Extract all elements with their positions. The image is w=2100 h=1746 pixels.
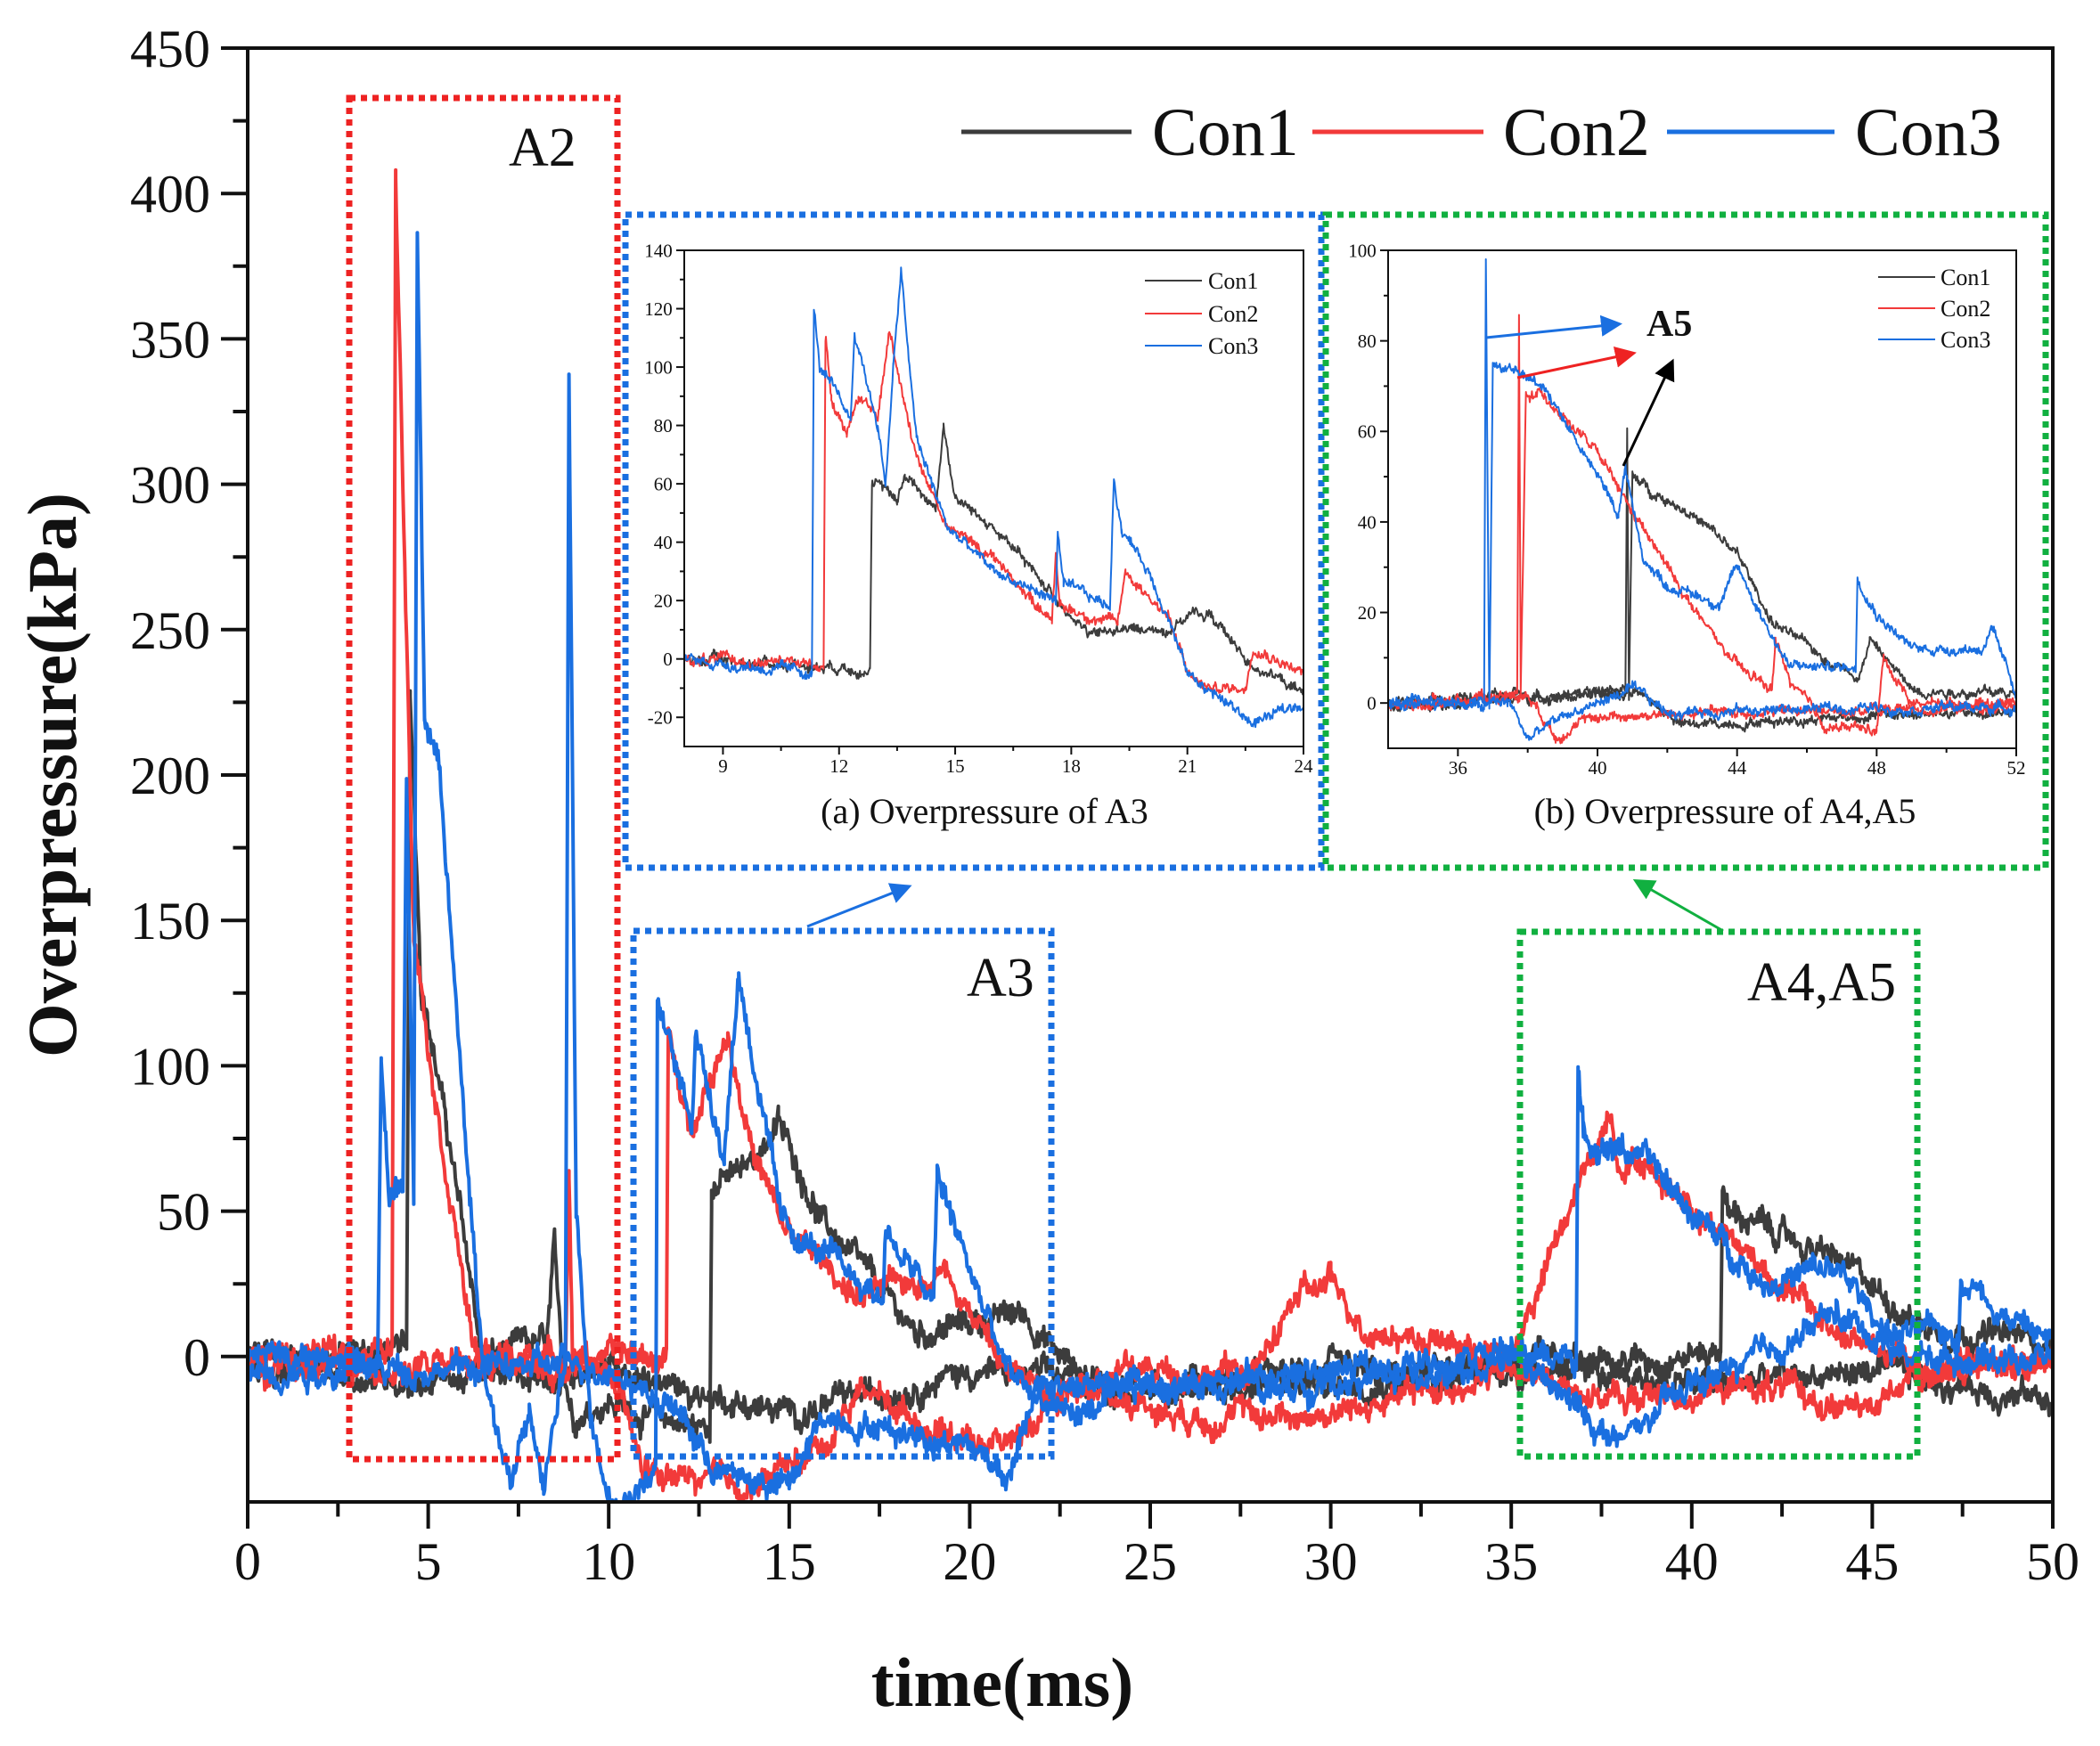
inset-a-y-tick-label: 20 <box>654 591 673 612</box>
main-x-tick-label: 15 <box>763 1532 816 1591</box>
inset-b-y-tick-label: 80 <box>1358 330 1377 352</box>
main-x-tick-label: 0 <box>234 1532 261 1591</box>
main-y-tick-label: 350 <box>130 310 210 369</box>
main-x-tick-label: 30 <box>1304 1532 1358 1591</box>
a5-arrow-con2 <box>1516 346 1637 379</box>
series-line-con3-trace-1 <box>684 266 1303 729</box>
main-y-tick-label: 150 <box>130 892 210 951</box>
inset-a-y-tick-label: 100 <box>644 356 673 378</box>
inset-b-y-tick-label: 20 <box>1358 602 1377 624</box>
inset-a-x-tick-label: 12 <box>829 755 848 777</box>
inset-b-x-tick-label: 48 <box>1867 757 1886 779</box>
main-y-tick-label: 50 <box>157 1183 210 1242</box>
inset-a-x-tick-label: 18 <box>1062 755 1081 777</box>
region-label: A2 <box>509 118 576 178</box>
main-y-tick-label: 450 <box>130 20 210 78</box>
inset-a-y-tick-label: 80 <box>654 415 673 436</box>
inset-a-x-tick-label: 21 <box>1178 755 1197 777</box>
main-x-tick-label: 20 <box>943 1532 996 1591</box>
a5-arrow-con3 <box>1485 314 1622 339</box>
inset-b-x-tick-label: 36 <box>1449 757 1467 779</box>
inset-b-box <box>1322 211 2049 871</box>
series-line-con3-trace-2 <box>248 1298 2053 1502</box>
region-box-a3 <box>630 927 1055 1460</box>
inset-b-y-tick-label: 100 <box>1348 240 1377 261</box>
series-line-con2-trace-2 <box>248 1342 2053 1502</box>
main-x-tick-label: 50 <box>2026 1532 2080 1591</box>
inset-b-x-tick-label: 52 <box>2007 757 2026 779</box>
main-y-tick-label: 400 <box>130 165 210 224</box>
y-axis-label: Overpressure(kPa) <box>13 493 91 1057</box>
inset-b-x-tick-label: 44 <box>1728 757 1747 779</box>
legend-label-con2: Con2 <box>1503 95 1650 170</box>
main-x-tick-label: 10 <box>582 1532 635 1591</box>
series-line-con1-trace-1 <box>1388 427 2016 713</box>
inset-a-series <box>684 266 1303 729</box>
inset-b-legend-label-con3: Con3 <box>1941 327 1990 353</box>
inset-b-x-tick-label: 40 <box>1589 757 1607 779</box>
inset-a-x-tick-label: 15 <box>946 755 965 777</box>
inset-b-caption: (b) Overpressure of A4,A5 <box>1534 791 1916 831</box>
legend-label-con3: Con3 <box>1855 95 2002 170</box>
series-line-con3-trace-2 <box>1388 680 2016 741</box>
main-legend: Con1 Con2 Con3 <box>961 95 2002 170</box>
a5-arrow-con1 <box>1622 358 1675 467</box>
region-label: A3 <box>967 948 1034 1008</box>
inset-a-y-tick-label: 0 <box>663 649 673 670</box>
arrow-to-inset-a <box>806 883 912 928</box>
inset-a-caption: (a) Overpressure of A3 <box>821 791 1148 831</box>
series-line-con1-trace-2 <box>1388 684 2016 733</box>
inset-b-y-tick-label: 40 <box>1358 511 1377 533</box>
main-x-tick-label: 40 <box>1665 1532 1719 1591</box>
series-line-con3-trace-1 <box>1388 258 2016 713</box>
series-line-con2-trace-1 <box>248 167 2053 1409</box>
inset-a-y-tick-label: 120 <box>644 298 673 320</box>
inset-a-y-tick-label: 60 <box>654 473 673 494</box>
arrow-to-inset-b <box>1632 879 1724 933</box>
region-box-a4-a5 <box>1516 928 1921 1460</box>
inset-a-legend-label-con1: Con1 <box>1208 268 1258 294</box>
main-y-tick-label: 300 <box>130 456 210 515</box>
inset-b-y-tick-label: 0 <box>1367 693 1377 714</box>
main-y-tick-label: 200 <box>130 747 210 805</box>
inset-a-legend-label-con3: Con3 <box>1208 333 1258 359</box>
inset-b-y-tick-label: 60 <box>1358 421 1377 443</box>
inset-a-y-tick-label: 40 <box>654 532 673 553</box>
main-y-tick-label: 250 <box>130 601 210 660</box>
main-x-tick-label: 45 <box>1845 1532 1899 1591</box>
region-box-a2 <box>346 94 621 1463</box>
main-y-tick-label: 100 <box>130 1037 210 1096</box>
main-x-tick-label: 35 <box>1484 1532 1538 1591</box>
a5-annotation: A5 <box>1646 304 1692 345</box>
main-y-tick-label: 0 <box>184 1328 210 1387</box>
inset-a-legend-label-con2: Con2 <box>1208 301 1258 327</box>
inset-b-series <box>1388 258 2016 745</box>
annotations: time(ms) Overpressure(kPa) Con1 Con2 Con3 A2 A… <box>13 94 2002 1721</box>
inset-a-y-tick-label: 140 <box>644 240 673 261</box>
legend-label-con1: Con1 <box>1152 95 1299 170</box>
inset-b-legend-label-con2: Con2 <box>1941 296 1990 322</box>
x-axis-label: time(ms) <box>871 1644 1134 1721</box>
inset-b-legend-label-con1: Con1 <box>1941 265 1990 290</box>
region-label: A4,A5 <box>1747 952 1896 1013</box>
main-x-tick-label: 25 <box>1124 1532 1177 1591</box>
inset-a-plot-frame <box>683 249 1304 747</box>
inset-b-plot-frame <box>1387 249 2017 749</box>
inset-a-x-tick-label: 9 <box>718 755 728 777</box>
main-plot-series <box>248 167 2053 1502</box>
axes: 0 5 10 15 20 25 30 35 40 45 5005010015020025030035… <box>130 20 2080 1591</box>
inset-a-x-tick-label: 24 <box>1295 755 1314 777</box>
main-x-tick-label: 5 <box>415 1532 442 1591</box>
inset-a-y-tick-label: -20 <box>648 707 673 729</box>
series-line-con2-trace-1 <box>1388 314 2016 737</box>
